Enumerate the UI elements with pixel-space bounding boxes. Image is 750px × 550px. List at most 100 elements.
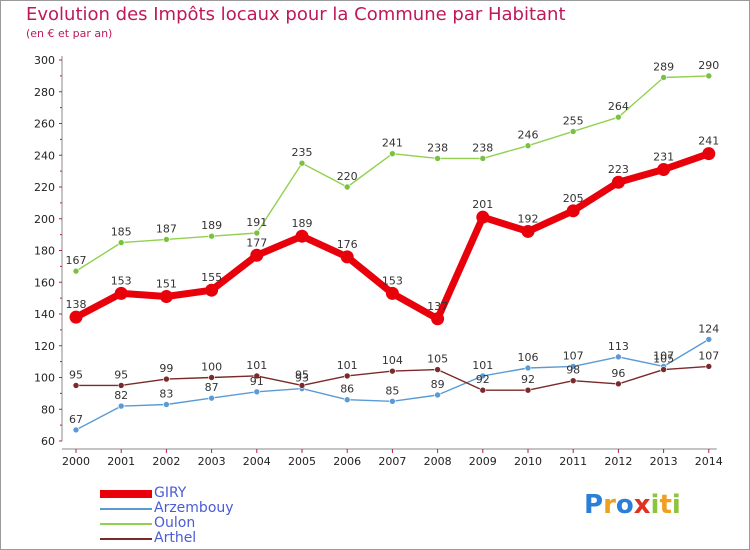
point-oulon bbox=[343, 183, 351, 191]
chart-subtitle: (en € et par an) bbox=[26, 27, 113, 40]
y-tick-label: 120 bbox=[34, 340, 55, 353]
x-tick-label: 2006 bbox=[333, 455, 361, 468]
x-tick-label: 2001 bbox=[107, 455, 135, 468]
point-giry bbox=[250, 248, 264, 262]
point-arthel bbox=[479, 386, 487, 394]
point-arzembouy bbox=[208, 394, 215, 402]
point-giry bbox=[385, 286, 399, 300]
data-label-arthel: 99 bbox=[159, 362, 173, 375]
data-label-arzembouy: 91 bbox=[250, 375, 264, 388]
legend-swatch-oulon bbox=[100, 522, 152, 525]
logo-letter: i bbox=[650, 490, 660, 520]
point-oulon bbox=[163, 236, 170, 243]
point-giry bbox=[340, 250, 354, 264]
data-label-arzembouy: 67 bbox=[69, 413, 83, 426]
point-giry bbox=[295, 229, 309, 243]
data-label-oulon: 191 bbox=[246, 216, 267, 229]
data-label-giry: 138 bbox=[66, 298, 87, 311]
data-label-giry: 153 bbox=[382, 274, 403, 287]
point-giry bbox=[69, 310, 83, 324]
point-arzembouy bbox=[389, 398, 396, 405]
y-tick-label: 200 bbox=[34, 213, 55, 226]
data-label-arzembouy: 87 bbox=[205, 381, 219, 394]
point-oulon bbox=[524, 142, 532, 150]
data-label-oulon: 289 bbox=[653, 60, 674, 73]
point-giry bbox=[205, 283, 219, 297]
point-arzembouy bbox=[479, 372, 487, 380]
point-arthel bbox=[253, 372, 261, 380]
point-arthel bbox=[615, 380, 622, 388]
data-label-arthel: 96 bbox=[611, 367, 625, 380]
y-tick-label: 180 bbox=[34, 245, 55, 258]
data-label-giry: 153 bbox=[111, 274, 132, 287]
data-label-arzembouy: 106 bbox=[518, 351, 539, 364]
data-label-oulon: 220 bbox=[337, 170, 358, 183]
point-giry bbox=[431, 312, 445, 326]
point-oulon bbox=[705, 72, 713, 80]
x-tick-label: 2009 bbox=[469, 455, 497, 468]
data-label-oulon: 290 bbox=[698, 59, 719, 72]
data-label-giry: 201 bbox=[472, 198, 493, 211]
point-oulon bbox=[208, 232, 215, 240]
point-arzembouy bbox=[615, 353, 622, 361]
point-arzembouy bbox=[569, 363, 577, 370]
legend-item-giry: GIRY bbox=[100, 486, 234, 501]
data-label-arzembouy: 82 bbox=[114, 389, 128, 402]
data-label-arzembouy: 85 bbox=[385, 384, 399, 397]
data-label-arthel: 101 bbox=[337, 359, 358, 372]
data-label-giry: 231 bbox=[653, 151, 674, 164]
data-label-arzembouy: 89 bbox=[431, 378, 445, 391]
data-label-oulon: 241 bbox=[382, 137, 403, 150]
data-label-arthel: 105 bbox=[427, 353, 448, 366]
point-arzembouy bbox=[117, 402, 125, 410]
x-tick-label: 2014 bbox=[695, 455, 723, 468]
data-label-giry: 151 bbox=[156, 278, 177, 291]
point-giry bbox=[114, 286, 128, 300]
data-label-oulon: 167 bbox=[66, 254, 87, 267]
y-tick-label: 280 bbox=[34, 86, 55, 99]
x-tick-label: 2010 bbox=[514, 455, 542, 468]
y-tick-label: 220 bbox=[34, 181, 55, 194]
legend-item-oulon: Oulon bbox=[100, 516, 234, 531]
point-arzembouy bbox=[163, 401, 170, 408]
y-tick-label: 160 bbox=[34, 276, 55, 289]
data-label-giry: 137 bbox=[427, 300, 448, 313]
legend-label-arzembouy: Arzembouy bbox=[154, 500, 234, 516]
data-label-giry: 155 bbox=[201, 271, 222, 284]
legend: GIRY Arzembouy Oulon Arthel bbox=[100, 486, 234, 546]
logo-letter: x bbox=[633, 490, 651, 520]
series-layer bbox=[69, 72, 716, 434]
x-tick-label: 2000 bbox=[62, 455, 90, 468]
data-label-arthel: 95 bbox=[69, 368, 83, 381]
data-label-arthel: 98 bbox=[566, 364, 580, 377]
data-label-giry: 241 bbox=[698, 135, 719, 148]
y-tick-label: 240 bbox=[34, 149, 55, 162]
data-label-arthel: 92 bbox=[476, 373, 490, 386]
data-label-oulon: 189 bbox=[201, 219, 222, 232]
data-label-arthel: 101 bbox=[246, 359, 267, 372]
axes: 60 80 100 120 140 160 180 200 220 240 260 280 300 200… bbox=[34, 54, 723, 468]
data-labels: 67 82 83 87 91 93 86 85 89 101 106 107 113 107 124 95 95… bbox=[66, 59, 720, 426]
legend-item-arthel: Arthel bbox=[100, 531, 234, 546]
point-arzembouy bbox=[705, 336, 713, 343]
x-tick-label: 2008 bbox=[424, 455, 452, 468]
data-label-arthel: 107 bbox=[698, 349, 719, 362]
y-tick-label: 60 bbox=[41, 435, 55, 448]
logo-letter: r bbox=[603, 490, 616, 520]
data-label-arzembouy: 101 bbox=[472, 359, 493, 372]
x-tick-label: 2012 bbox=[604, 455, 632, 468]
y-tick-label: 300 bbox=[34, 54, 55, 67]
x-tick-label: 2005 bbox=[288, 455, 316, 468]
point-oulon bbox=[298, 159, 306, 167]
point-oulon bbox=[660, 74, 667, 81]
legend-swatch-arzembouy bbox=[100, 507, 152, 510]
point-giry bbox=[476, 210, 490, 224]
legend-swatch-arthel bbox=[100, 537, 152, 540]
point-oulon bbox=[615, 113, 622, 121]
data-label-giry: 177 bbox=[246, 236, 267, 249]
y-tick-label: 260 bbox=[34, 118, 55, 131]
point-oulon bbox=[434, 155, 441, 162]
legend-label-giry: GIRY bbox=[154, 485, 187, 501]
data-label-oulon: 185 bbox=[111, 226, 132, 239]
x-tick-label: 2003 bbox=[198, 455, 226, 468]
